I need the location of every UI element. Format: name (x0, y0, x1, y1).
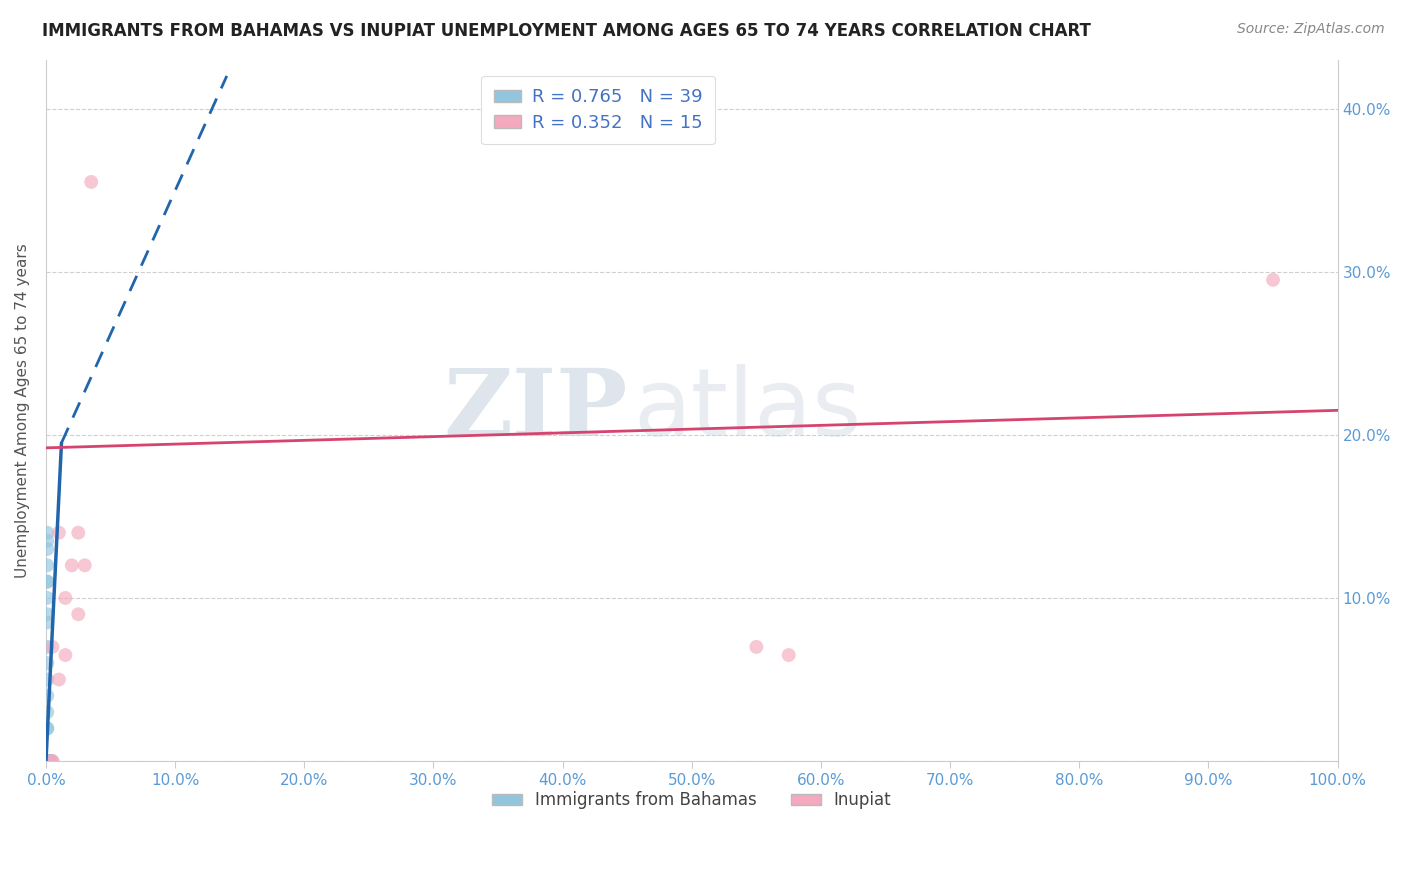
Point (38, 754, 60, 768)
Point (41, 754, 63, 768)
Point (38, 754, 60, 768)
Point (39, 754, 62, 768)
Point (38, 754, 60, 768)
Point (1261, 273, 1284, 287)
Point (37, 754, 59, 768)
Point (38, 754, 60, 768)
Y-axis label: Unemployment Among Ages 65 to 74 years: Unemployment Among Ages 65 to 74 years (15, 243, 30, 578)
Point (37, 754, 59, 768)
Point (37, 615, 59, 630)
Point (53, 648, 76, 662)
Point (37, 705, 59, 719)
Point (37, 754, 59, 768)
Point (73, 558, 96, 573)
Point (37, 673, 59, 687)
Text: ZIP: ZIP (443, 366, 627, 455)
Point (37, 607, 59, 622)
Point (38, 754, 60, 768)
Point (37, 754, 59, 768)
Point (37, 574, 59, 589)
Point (48, 673, 70, 687)
Point (37, 754, 59, 768)
Point (37, 754, 59, 768)
Point (37, 754, 59, 768)
Point (37, 754, 59, 768)
Point (80, 175, 103, 189)
Point (41, 754, 63, 768)
Point (38, 754, 60, 768)
Point (37, 656, 59, 670)
Text: IMMIGRANTS FROM BAHAMAS VS INUPIAT UNEMPLOYMENT AMONG AGES 65 TO 74 YEARS CORREL: IMMIGRANTS FROM BAHAMAS VS INUPIAT UNEMP… (42, 22, 1091, 40)
Point (48, 525, 70, 540)
Point (60, 558, 83, 573)
Point (41, 640, 63, 654)
Point (38, 754, 60, 768)
Point (745, 640, 768, 654)
Point (38, 754, 60, 768)
Point (37, 754, 59, 768)
Text: Source: ZipAtlas.com: Source: ZipAtlas.com (1237, 22, 1385, 37)
Point (37, 754, 59, 768)
Point (37, 525, 59, 540)
Point (37, 558, 59, 573)
Text: atlas: atlas (634, 364, 862, 457)
Point (37, 722, 59, 736)
Point (37, 722, 59, 736)
Point (67, 525, 90, 540)
Legend: Immigrants from Bahamas, Inupiat: Immigrants from Bahamas, Inupiat (485, 785, 898, 816)
Point (37, 754, 59, 768)
Point (37, 591, 59, 605)
Point (37, 574, 59, 589)
Point (37, 640, 59, 654)
Point (37, 754, 59, 768)
Point (37, 689, 59, 703)
Point (38, 754, 60, 768)
Point (53, 591, 76, 605)
Point (778, 648, 800, 662)
Point (37, 754, 59, 768)
Point (37, 533, 59, 548)
Point (37, 541, 59, 556)
Point (67, 607, 90, 622)
